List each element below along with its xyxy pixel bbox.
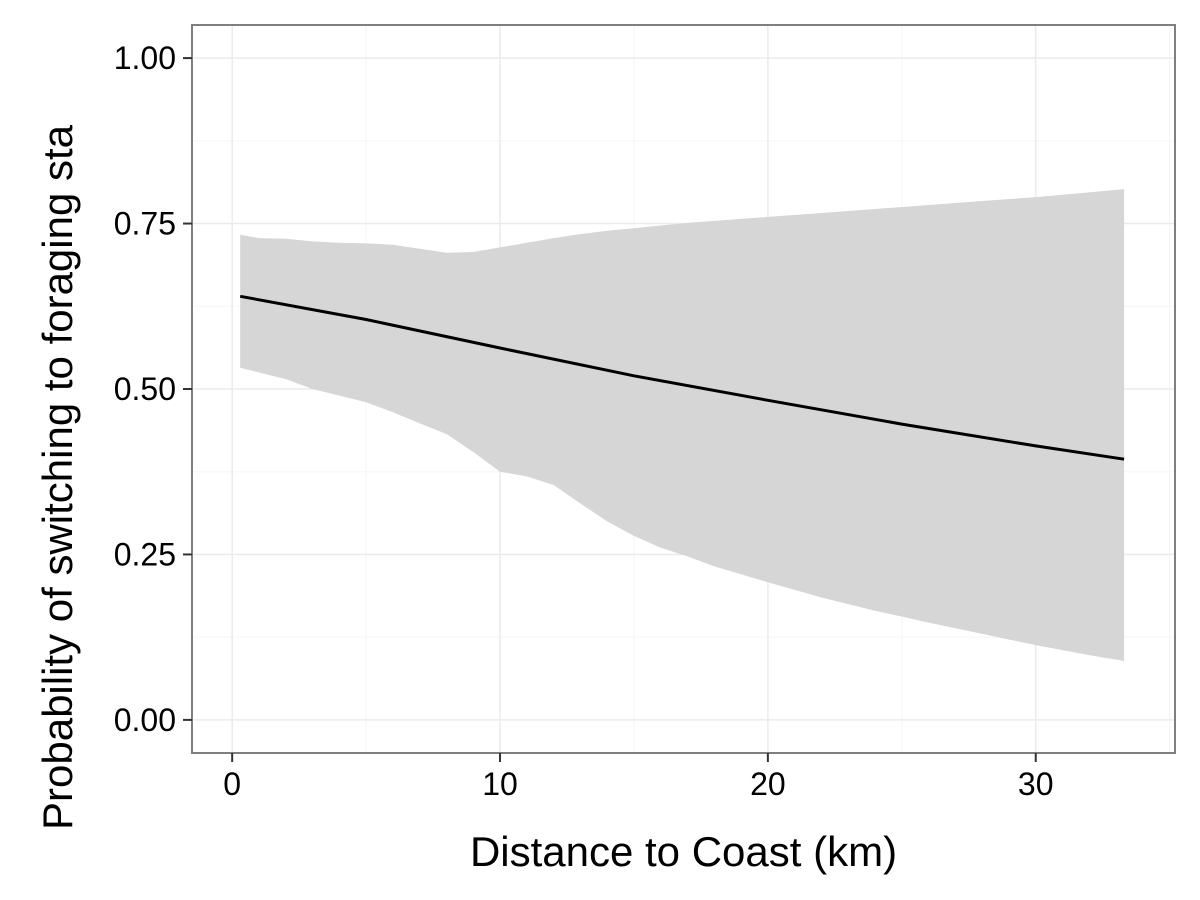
y-tick-label: 1.00 bbox=[114, 40, 176, 76]
y-tick-label: 0.50 bbox=[114, 371, 176, 407]
x-tick-label: 0 bbox=[223, 766, 241, 802]
confidence-ribbon bbox=[240, 189, 1125, 661]
y-axis: 0.00 0.25 0.50 0.75 1.00 bbox=[114, 40, 192, 738]
y-axis-title: Probability of switching to foraging sta bbox=[34, 124, 81, 830]
y-tick-label: 0.75 bbox=[114, 206, 176, 242]
x-axis: 0 10 20 30 bbox=[223, 753, 1054, 802]
x-axis-title: Distance to Coast (km) bbox=[470, 828, 897, 875]
series-line bbox=[239, 294, 1125, 461]
y-tick-label: 0.25 bbox=[114, 536, 176, 572]
x-tick-label: 20 bbox=[750, 766, 786, 802]
x-tick-label: 10 bbox=[482, 766, 518, 802]
x-tick-label: 30 bbox=[1018, 766, 1054, 802]
y-tick-label: 0.00 bbox=[114, 702, 176, 738]
